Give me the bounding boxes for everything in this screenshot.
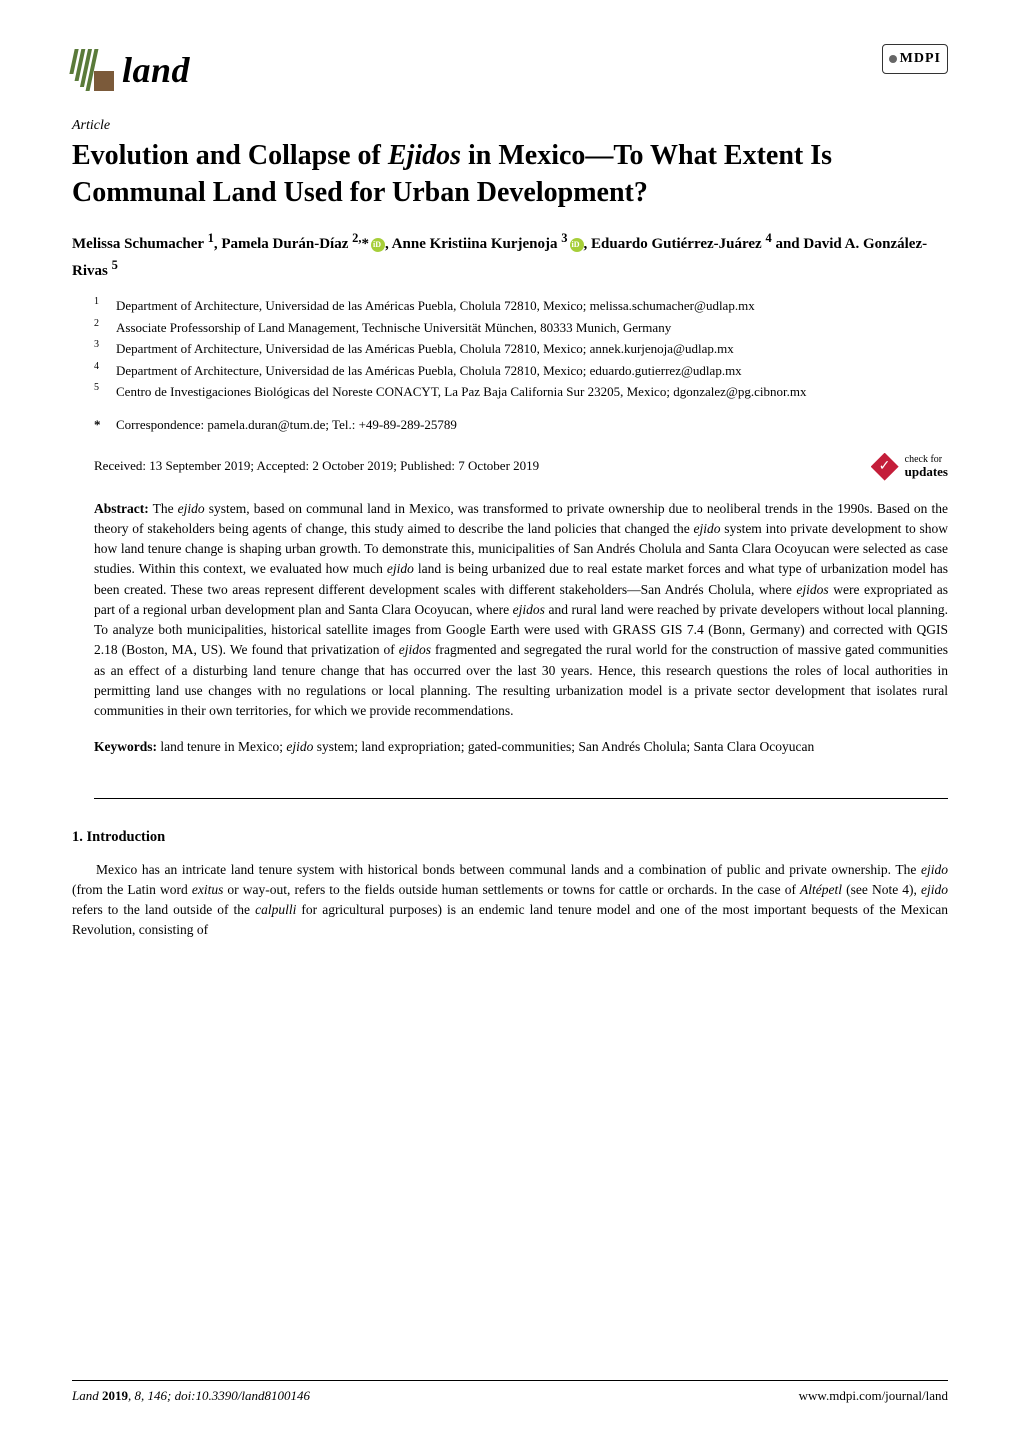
article-title: Evolution and Collapse of Ejidos in Mexi… xyxy=(72,138,948,211)
title-prefix: Evolution and Collapse of xyxy=(72,140,388,171)
orcid-icon xyxy=(570,238,584,252)
correspondence-text: Correspondence: pamela.duran@tum.de; Tel… xyxy=(116,416,457,435)
abstract: Abstract: The ejido system, based on com… xyxy=(72,499,948,722)
check-for-updates-badge[interactable]: check for updates xyxy=(871,453,948,481)
dates-row: Received: 13 September 2019; Accepted: 2… xyxy=(72,453,948,481)
correspondence-star: * xyxy=(94,416,106,435)
orcid-icon xyxy=(371,238,385,252)
mdpi-icon xyxy=(889,55,897,63)
footer-left: Land 2019, 8, 146; doi:10.3390/land81001… xyxy=(72,1387,310,1406)
affiliation-3: 3 Department of Architecture, Universida… xyxy=(94,339,948,359)
publisher-name: MDPI xyxy=(900,49,941,69)
affiliation-2: 2 Associate Professorship of Land Manage… xyxy=(94,318,948,338)
abstract-text: The ejido system, based on communal land… xyxy=(94,501,948,719)
updates-icon xyxy=(871,453,899,481)
updates-text: check for updates xyxy=(905,454,948,479)
affiliation-5: 5 Centro de Investigaciones Biológicas d… xyxy=(94,382,948,402)
section-heading: 1. Introduction xyxy=(72,827,948,848)
section-divider xyxy=(94,798,948,799)
correspondence: * Correspondence: pamela.duran@tum.de; T… xyxy=(72,416,948,435)
footer: Land 2019, 8, 146; doi:10.3390/land81001… xyxy=(72,1380,948,1406)
journal-name: land xyxy=(122,44,190,96)
journal-logo: land xyxy=(72,44,190,96)
affiliation-4: 4 Department of Architecture, Universida… xyxy=(94,361,948,381)
footer-right: www.mdpi.com/journal/land xyxy=(799,1387,948,1406)
abstract-label: Abstract: xyxy=(94,501,149,516)
affiliations: 1 Department of Architecture, Universida… xyxy=(72,296,948,402)
dates: Received: 13 September 2019; Accepted: 2… xyxy=(94,457,539,476)
keywords-text: land tenure in Mexico; ejido system; lan… xyxy=(160,739,814,754)
keywords: Keywords: land tenure in Mexico; ejido s… xyxy=(72,737,948,757)
journal-logo-icon xyxy=(72,49,114,91)
affiliation-1: 1 Department of Architecture, Universida… xyxy=(94,296,948,316)
article-type: Article xyxy=(72,116,948,136)
authors: Melissa Schumacher 1, Pamela Durán-Díaz … xyxy=(72,229,948,282)
title-italic: Ejidos xyxy=(388,140,461,171)
keywords-label: Keywords: xyxy=(94,739,157,754)
header: land MDPI xyxy=(72,44,948,96)
intro-paragraph: Mexico has an intricate land tenure syst… xyxy=(72,860,948,941)
publisher-logo: MDPI xyxy=(882,44,948,74)
